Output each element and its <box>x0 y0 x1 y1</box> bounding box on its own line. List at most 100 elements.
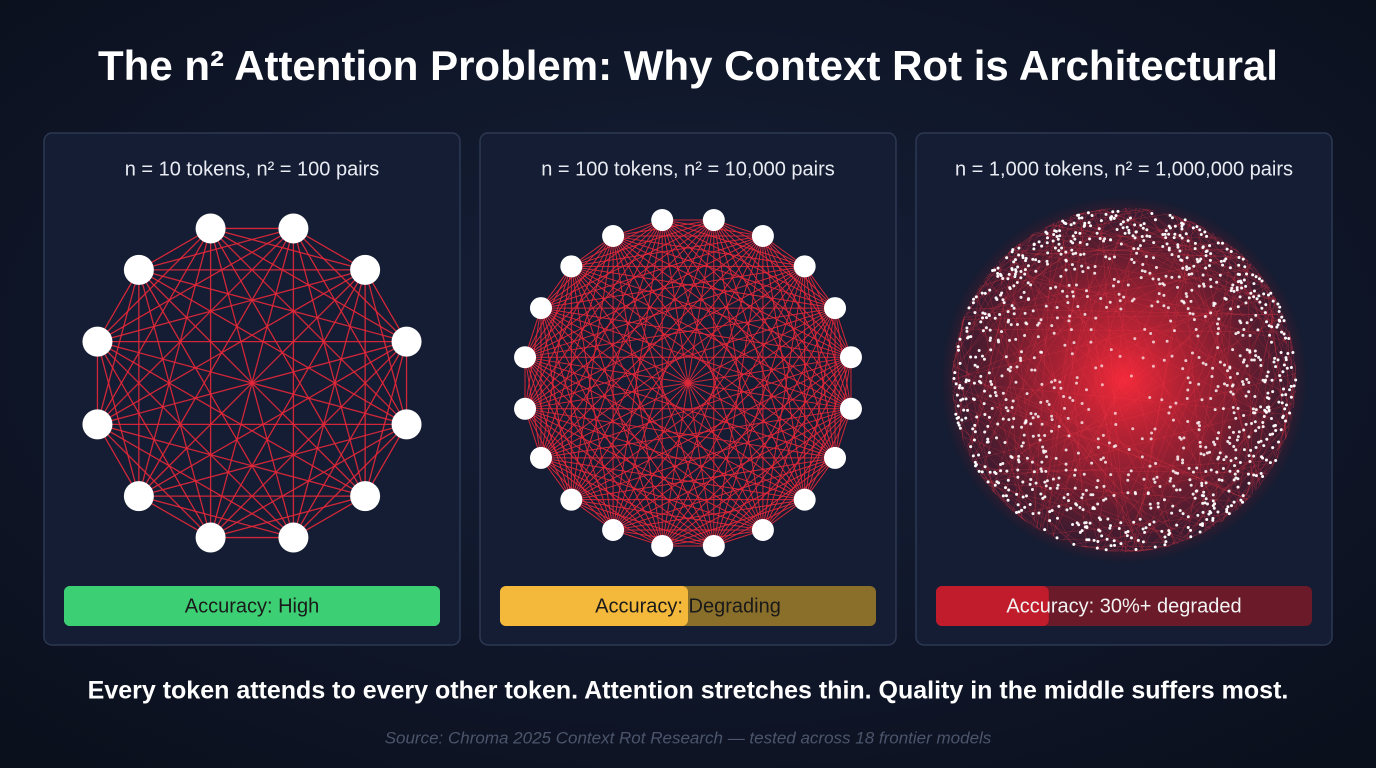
token-node <box>1112 494 1116 498</box>
token-node <box>1167 529 1171 533</box>
token-node <box>1241 500 1245 504</box>
connection <box>952 370 1248 500</box>
connection <box>1136 545 1170 552</box>
token-node <box>1229 459 1233 463</box>
token-node <box>1169 319 1173 323</box>
token-node <box>1283 336 1287 340</box>
panels: n = 10 tokens, n² = 100 pairs Accuracy: H… <box>43 132 1333 646</box>
token-node <box>988 328 992 332</box>
token-node <box>1175 488 1179 492</box>
token-node <box>1050 418 1054 422</box>
token-node <box>1148 523 1152 527</box>
connection <box>524 356 614 531</box>
connection <box>957 423 1073 545</box>
connection <box>957 335 1073 545</box>
token-node <box>1284 393 1288 397</box>
token-node <box>1050 324 1054 328</box>
token-node <box>1176 457 1180 461</box>
token-node <box>1198 445 1202 449</box>
token-node <box>1261 378 1265 382</box>
token-node <box>1174 401 1178 405</box>
token-node <box>956 404 960 408</box>
token-node <box>1180 221 1184 225</box>
connection <box>570 266 764 531</box>
token-node <box>1028 503 1032 507</box>
connection <box>1033 223 1054 527</box>
token-node <box>1149 506 1153 510</box>
token-node <box>1282 319 1286 323</box>
connection <box>1030 235 1221 239</box>
token-node <box>1111 284 1115 288</box>
token-node <box>1186 307 1190 311</box>
token-node <box>1272 360 1276 364</box>
token-node <box>1281 387 1285 391</box>
token-node <box>1281 414 1285 418</box>
token-node <box>1104 255 1108 259</box>
token-node <box>1176 455 1180 459</box>
token-node <box>1025 456 1029 460</box>
token-node <box>82 326 113 357</box>
token-node <box>1187 266 1191 270</box>
token-node <box>1263 311 1267 315</box>
token-node <box>1156 505 1160 509</box>
connection <box>1059 220 1277 301</box>
token-node <box>999 469 1003 473</box>
token-node <box>1227 512 1231 516</box>
token-node <box>1024 420 1028 424</box>
token-node <box>1221 263 1225 267</box>
connection <box>958 332 994 493</box>
connection <box>951 315 965 373</box>
token-node <box>993 386 997 390</box>
connection <box>1167 496 1251 547</box>
connection <box>762 408 852 531</box>
token-node <box>1032 470 1036 474</box>
connection <box>97 423 366 497</box>
token-node <box>1012 260 1016 264</box>
connection <box>661 219 852 358</box>
token-node <box>1089 328 1093 332</box>
token-node <box>1162 304 1166 308</box>
token-node <box>195 522 226 553</box>
token-node <box>1057 476 1061 480</box>
token-node <box>1153 427 1157 431</box>
token-node <box>1186 525 1190 529</box>
connection <box>985 482 1246 503</box>
token-node <box>1065 508 1069 512</box>
accuracy-bar-fill <box>64 586 440 626</box>
token-node <box>1205 517 1209 521</box>
token-node <box>1231 406 1235 410</box>
token-node <box>1161 244 1165 248</box>
token-node <box>1013 275 1017 279</box>
connection <box>713 356 852 547</box>
token-node <box>1257 425 1261 429</box>
token-node <box>1072 221 1076 225</box>
connection <box>953 233 1035 357</box>
token-node <box>1242 328 1246 332</box>
token-node <box>1201 510 1205 514</box>
token-node <box>1286 352 1290 356</box>
token-node <box>1266 391 1270 395</box>
token-node <box>1215 280 1219 284</box>
connection <box>963 313 1283 320</box>
token-node <box>1277 440 1281 444</box>
connection <box>210 227 366 271</box>
token-node <box>1043 434 1047 438</box>
connection <box>612 219 715 531</box>
connection <box>524 219 663 410</box>
connection <box>981 475 1089 549</box>
token-node <box>1069 328 1073 332</box>
connection <box>661 235 764 547</box>
token-node <box>1181 458 1185 462</box>
token-node <box>1126 218 1130 222</box>
token-node <box>1126 283 1130 287</box>
token-node <box>1189 299 1193 303</box>
token-node <box>1236 280 1240 284</box>
token-node <box>977 453 981 457</box>
token-node <box>1052 386 1056 390</box>
token-node <box>962 408 966 412</box>
connection <box>1171 214 1248 261</box>
token-node <box>1209 252 1213 256</box>
token-node <box>979 320 983 324</box>
token-node <box>1281 370 1285 374</box>
